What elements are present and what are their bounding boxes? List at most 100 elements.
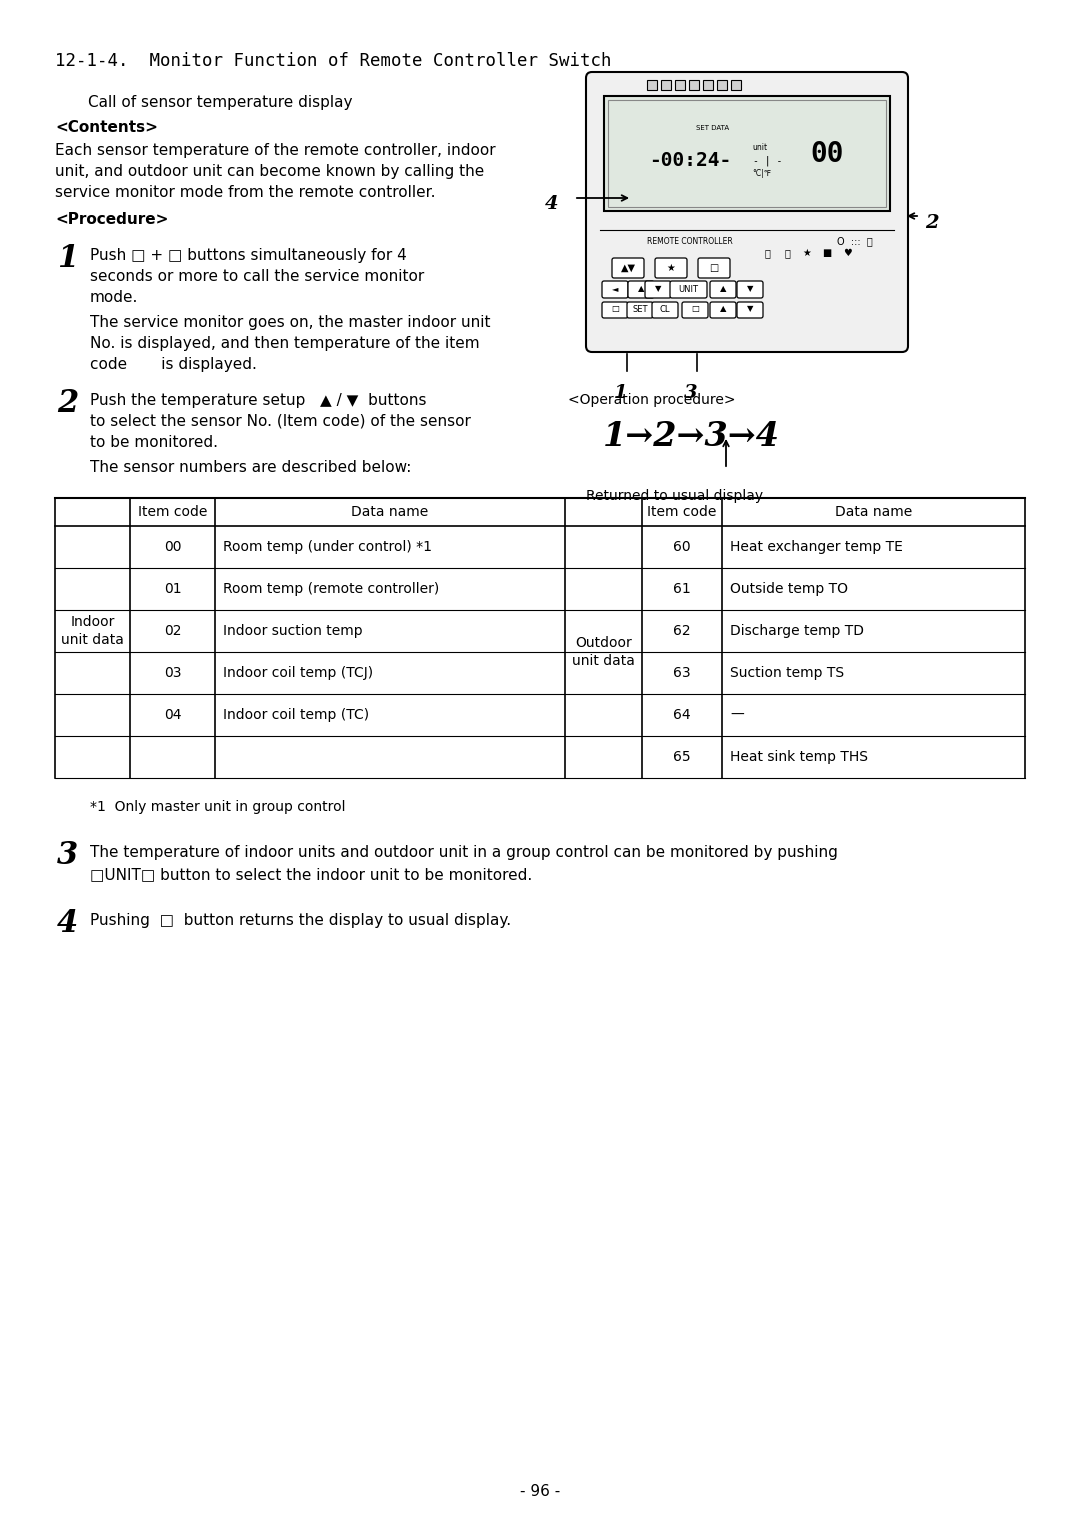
Text: <Operation procedure>: <Operation procedure> (568, 393, 735, 407)
FancyBboxPatch shape (710, 302, 735, 319)
Text: Suction temp TS: Suction temp TS (730, 666, 845, 680)
Text: ♥: ♥ (842, 249, 851, 258)
Text: 63: 63 (673, 666, 691, 680)
Bar (675, 79, 685, 90)
Text: ▲: ▲ (719, 305, 726, 314)
Text: <Procedure>: <Procedure> (55, 212, 168, 227)
Text: Heat sink temp THS: Heat sink temp THS (730, 750, 868, 764)
Bar (731, 79, 741, 90)
Text: Room temp (remote controller): Room temp (remote controller) (222, 583, 440, 596)
FancyBboxPatch shape (602, 281, 627, 297)
Text: 61: 61 (673, 583, 691, 596)
Text: UNIT: UNIT (678, 285, 699, 293)
Text: mode.: mode. (90, 290, 138, 305)
Text: Data name: Data name (835, 505, 913, 518)
Text: ▼: ▼ (654, 285, 661, 293)
FancyBboxPatch shape (586, 72, 908, 352)
Text: 00: 00 (810, 140, 843, 168)
Text: ★: ★ (666, 262, 675, 273)
FancyBboxPatch shape (737, 302, 762, 319)
Text: Each sensor temperature of the remote controller, indoor: Each sensor temperature of the remote co… (55, 143, 496, 159)
Text: Ⓗ: Ⓗ (784, 249, 789, 258)
Text: 01: 01 (164, 583, 181, 596)
Text: Returned to usual display: Returned to usual display (586, 490, 764, 503)
Text: 03: 03 (164, 666, 181, 680)
Text: SET: SET (632, 305, 648, 314)
Text: O  :::  ⏻: O ::: ⏻ (837, 236, 873, 246)
Text: 62: 62 (673, 624, 691, 637)
Text: —: — (730, 708, 744, 721)
FancyBboxPatch shape (652, 302, 678, 319)
Text: Push the temperature setup   ▲ / ▼  buttons: Push the temperature setup ▲ / ▼ buttons (90, 393, 427, 409)
Text: Discharge temp TD: Discharge temp TD (730, 624, 864, 637)
Text: □: □ (691, 305, 699, 314)
Text: 00: 00 (164, 540, 181, 554)
FancyBboxPatch shape (681, 302, 708, 319)
Bar (717, 79, 727, 90)
Text: 4: 4 (57, 907, 78, 939)
Text: <Contents>: <Contents> (55, 120, 158, 136)
FancyBboxPatch shape (627, 302, 653, 319)
Text: Item code: Item code (138, 505, 207, 518)
Text: The sensor numbers are described below:: The sensor numbers are described below: (90, 461, 411, 474)
Text: -00:24-: -00:24- (649, 151, 731, 171)
Text: Indoor coil temp (TCJ): Indoor coil temp (TCJ) (222, 666, 373, 680)
Text: □: □ (611, 305, 619, 314)
Text: °C|℉: °C|℉ (753, 169, 772, 178)
Text: 02: 02 (164, 624, 181, 637)
Text: Ⓣ: Ⓣ (764, 249, 770, 258)
Bar (661, 79, 671, 90)
Text: ▲▼: ▲▼ (621, 262, 635, 273)
Text: Outdoor
unit data: Outdoor unit data (572, 636, 635, 668)
Text: ▲: ▲ (638, 285, 645, 293)
Text: Heat exchanger temp TE: Heat exchanger temp TE (730, 540, 903, 554)
Text: Item code: Item code (647, 505, 717, 518)
Text: code       is displayed.: code is displayed. (90, 357, 257, 372)
Text: ▲: ▲ (719, 285, 726, 293)
Text: 60: 60 (673, 540, 691, 554)
Text: - | -: - | - (753, 156, 782, 166)
Text: Call of sensor temperature display: Call of sensor temperature display (87, 95, 352, 110)
Text: Data name: Data name (351, 505, 429, 518)
FancyBboxPatch shape (645, 281, 671, 297)
Text: 64: 64 (673, 708, 691, 721)
Text: Indoor coil temp (TC): Indoor coil temp (TC) (222, 708, 369, 721)
Text: ■: ■ (822, 249, 832, 258)
Text: 2: 2 (57, 387, 78, 419)
Text: 1: 1 (57, 242, 78, 274)
Text: 2: 2 (924, 214, 939, 232)
Text: REMOTE CONTROLLER: REMOTE CONTROLLER (647, 236, 732, 246)
Text: *1  Only master unit in group control: *1 Only master unit in group control (90, 801, 346, 814)
FancyBboxPatch shape (602, 302, 627, 319)
Bar (604, 96, 890, 210)
Text: - 96 -: - 96 - (519, 1484, 561, 1499)
Text: Indoor
unit data: Indoor unit data (62, 615, 124, 647)
Text: 1: 1 (615, 384, 627, 403)
Text: to select the sensor No. (Item code) of the sensor: to select the sensor No. (Item code) of … (90, 413, 471, 429)
Text: 04: 04 (164, 708, 181, 721)
Text: Room temp (under control) *1: Room temp (under control) *1 (222, 540, 432, 554)
Bar (689, 79, 699, 90)
FancyBboxPatch shape (698, 258, 730, 278)
Text: to be monitored.: to be monitored. (90, 435, 218, 450)
Text: 12-1-4.  Monitor Function of Remote Controller Switch: 12-1-4. Monitor Function of Remote Contr… (55, 52, 611, 70)
Text: CL: CL (660, 305, 671, 314)
Text: ▼: ▼ (746, 285, 753, 293)
Text: 65: 65 (673, 750, 691, 764)
Text: Outside temp TO: Outside temp TO (730, 583, 848, 596)
Text: The temperature of indoor units and outdoor unit in a group control can be monit: The temperature of indoor units and outd… (90, 845, 838, 860)
Text: ▼: ▼ (746, 305, 753, 314)
Text: Pushing  □  button returns the display to usual display.: Pushing □ button returns the display to … (90, 913, 511, 929)
FancyBboxPatch shape (710, 281, 735, 297)
Text: ◄: ◄ (611, 285, 618, 293)
Text: 1→2→3→4: 1→2→3→4 (603, 419, 780, 453)
Text: 3: 3 (684, 384, 698, 403)
Text: SET DATA: SET DATA (697, 125, 729, 131)
Bar (608, 101, 886, 207)
Text: service monitor mode from the remote controller.: service monitor mode from the remote con… (55, 185, 435, 200)
FancyBboxPatch shape (737, 281, 762, 297)
Bar (647, 79, 657, 90)
Text: ★: ★ (802, 249, 811, 258)
Text: 4: 4 (545, 195, 558, 214)
Text: Push □ + □ buttons simultaneously for 4: Push □ + □ buttons simultaneously for 4 (90, 249, 407, 262)
